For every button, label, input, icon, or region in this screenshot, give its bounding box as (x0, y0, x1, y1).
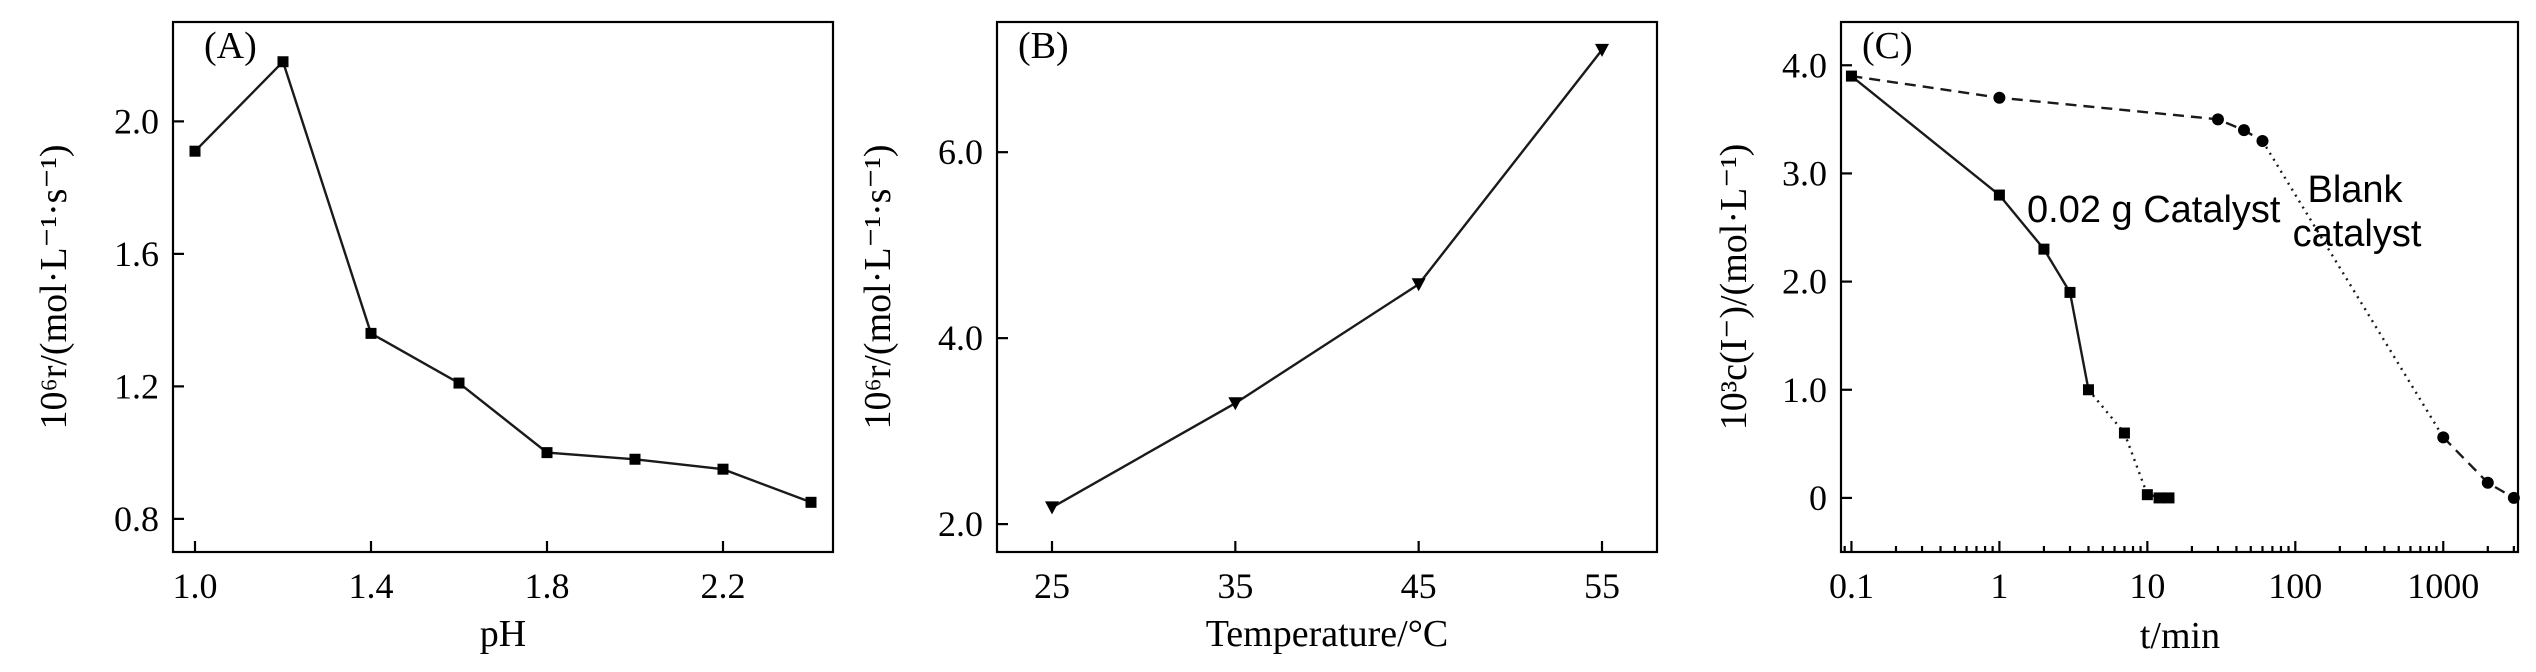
panel-c-series-2-line (1851, 74, 2264, 143)
panel-a-ticks: 1.0 1.4 1.8 2.2 0.8 1.2 1.6 2.0 (114, 101, 746, 606)
panel-c-series-1-point (2153, 492, 2165, 504)
panel-c-series-1-point (2082, 384, 2094, 396)
panel-a-series-1-line (194, 59, 812, 504)
panel-a-label: (A) (204, 25, 257, 67)
panel-c-chart: (C) t/min 10³c(I⁻)/(mol·L⁻¹) 0.1 1 10 100 10… (1713, 20, 2520, 657)
panel-a-x-tick-label: 1.4 (349, 566, 394, 606)
panel-a-x-tick-label: 2.2 (701, 566, 746, 606)
panel-c-y-tick-label: 1.0 (1782, 370, 1827, 410)
panel-b-series-1-point (1045, 501, 1059, 515)
panel-a-series-1-point (717, 463, 729, 475)
panel-b-y-axis-label: 10⁶r/(mol·L⁻¹·s⁻¹) (857, 144, 899, 429)
panel-a-plot-frame (171, 20, 835, 554)
panel-b-y-tick-label: 6.0 (938, 132, 983, 172)
panel-c-series-2-point (1993, 91, 2006, 104)
panel-c-ticks: 0.1 1 10 100 1000 0 1.0 2.0 3.0 4.0 (1782, 45, 2515, 606)
panel-c-series-1-point (2064, 286, 2076, 298)
panel-c-markers (1845, 70, 2520, 504)
panel-a-series-1-point (541, 447, 553, 459)
panel-c-series-1-line (1850, 75, 2090, 391)
panel-c-x-tick-label: 0.1 (1829, 566, 1874, 606)
panel-a-markers (189, 56, 817, 508)
panel-c-y-tick-label: 0 (1809, 478, 1827, 518)
panel-a-series-1-point (277, 56, 289, 68)
panel-a-y-axis-label: 10⁶r/(mol·L⁻¹·s⁻¹) (33, 144, 75, 429)
panel-b-series-1-point (1595, 43, 1609, 57)
panel-c-annotation-blank: Blank (2307, 169, 2403, 211)
panel-c-x-tick-label: 1000 (2407, 566, 2479, 606)
panel-a-x-axis-label: pH (480, 613, 526, 655)
panel-b-x-tick-label: 45 (1401, 566, 1437, 606)
panel-c-series-1-point (2163, 492, 2175, 504)
panel-a-y-tick-label: 1.2 (114, 366, 159, 406)
panel-b-series-1-line (1051, 49, 1603, 509)
panel-a-chart: (A) pH 10⁶r/(mol·L⁻¹·s⁻¹) 1.0 1.4 1.8 2.2 0.… (33, 20, 835, 655)
panel-a-y-tick-label: 0.8 (114, 499, 159, 539)
panel-a-y-tick-label: 1.6 (114, 234, 159, 274)
panel-c-series-2-line (2261, 140, 2445, 438)
panel-c-series-1-point (2141, 489, 2153, 501)
panel-c-label: (C) (1862, 25, 1913, 67)
panel-b-x-tick-label: 55 (1584, 566, 1620, 606)
panel-c-x-tick-label: 1 (1990, 566, 2008, 606)
panel-c-series-lines (1850, 74, 2515, 500)
panel-c-annotation-blank-catalyst: catalyst (2293, 213, 2422, 255)
panel-a-series-1-point (365, 327, 377, 339)
panel-b-x-tick-label: 35 (1217, 566, 1253, 606)
panel-c-series-2-line (2442, 436, 2515, 499)
panel-c-x-axis-label: t/min (2140, 615, 2220, 657)
panel-b-x-tick-label: 25 (1034, 566, 1070, 606)
panel-c-series-2-point (2481, 476, 2494, 489)
panel-c-y-tick-label: 2.0 (1782, 262, 1827, 302)
panel-c-series-1-point (1845, 70, 1857, 82)
panel-a-series-1-point (453, 377, 465, 389)
panel-b-label: (B) (1018, 25, 1069, 67)
panel-a-series-1-point (629, 453, 641, 465)
panel-c-series-1-point (2118, 427, 2130, 439)
panel-c-series-1-point (2038, 243, 2050, 255)
panel-c-series-2-point (2256, 134, 2269, 147)
panel-b-ticks: 25 35 45 55 2.0 4.0 6.0 (938, 132, 1620, 606)
panel-b-markers (1045, 43, 1609, 515)
panel-c-y-tick-label: 4.0 (1782, 45, 1827, 85)
panel-c-series-2-point (2211, 113, 2224, 126)
panel-c-x-tick-label: 10 (2129, 566, 2165, 606)
panel-c-series-2-point (2437, 431, 2450, 444)
panel-b-series-1-point (1228, 397, 1243, 411)
panel-c-y-tick-label: 3.0 (1782, 153, 1827, 193)
panel-b-chart: (B) Temperature/°C 10⁶r/(mol·L⁻¹·s⁻¹) 25… (857, 20, 1659, 655)
panel-c-series-2-point (2237, 124, 2250, 137)
panel-b-series-1-point (1411, 278, 1426, 292)
panel-a-x-tick-label: 1.0 (173, 566, 218, 606)
panel-a-x-tick-label: 1.8 (525, 566, 570, 606)
panel-a-series-1-point (189, 145, 201, 157)
panel-c-series-1-point (1993, 189, 2005, 201)
panel-c-series-2-point (2507, 491, 2520, 504)
panel-a-series-1-point (805, 496, 817, 508)
panel-b-plot-frame (995, 20, 1659, 554)
panel-b-y-tick-label: 2.0 (938, 504, 983, 544)
panel-c-x-tick-label: 100 (2268, 566, 2322, 606)
panel-b-x-axis-label: Temperature/°C (1206, 613, 1449, 655)
panel-c-series-1-line (2087, 389, 2149, 496)
panel-b-y-tick-label: 4.0 (938, 318, 983, 358)
panel-c-plot-frame (1839, 20, 2520, 554)
panel-a-series-lines (194, 59, 812, 504)
panel-a-y-tick-label: 2.0 (114, 101, 159, 141)
panel-c-y-axis-label: 10³c(I⁻)/(mol·L⁻¹) (1713, 144, 1755, 431)
panel-c-annotation-catalyst: 0.02 g Catalyst (2027, 189, 2281, 231)
panel-b-series-lines (1051, 49, 1603, 509)
